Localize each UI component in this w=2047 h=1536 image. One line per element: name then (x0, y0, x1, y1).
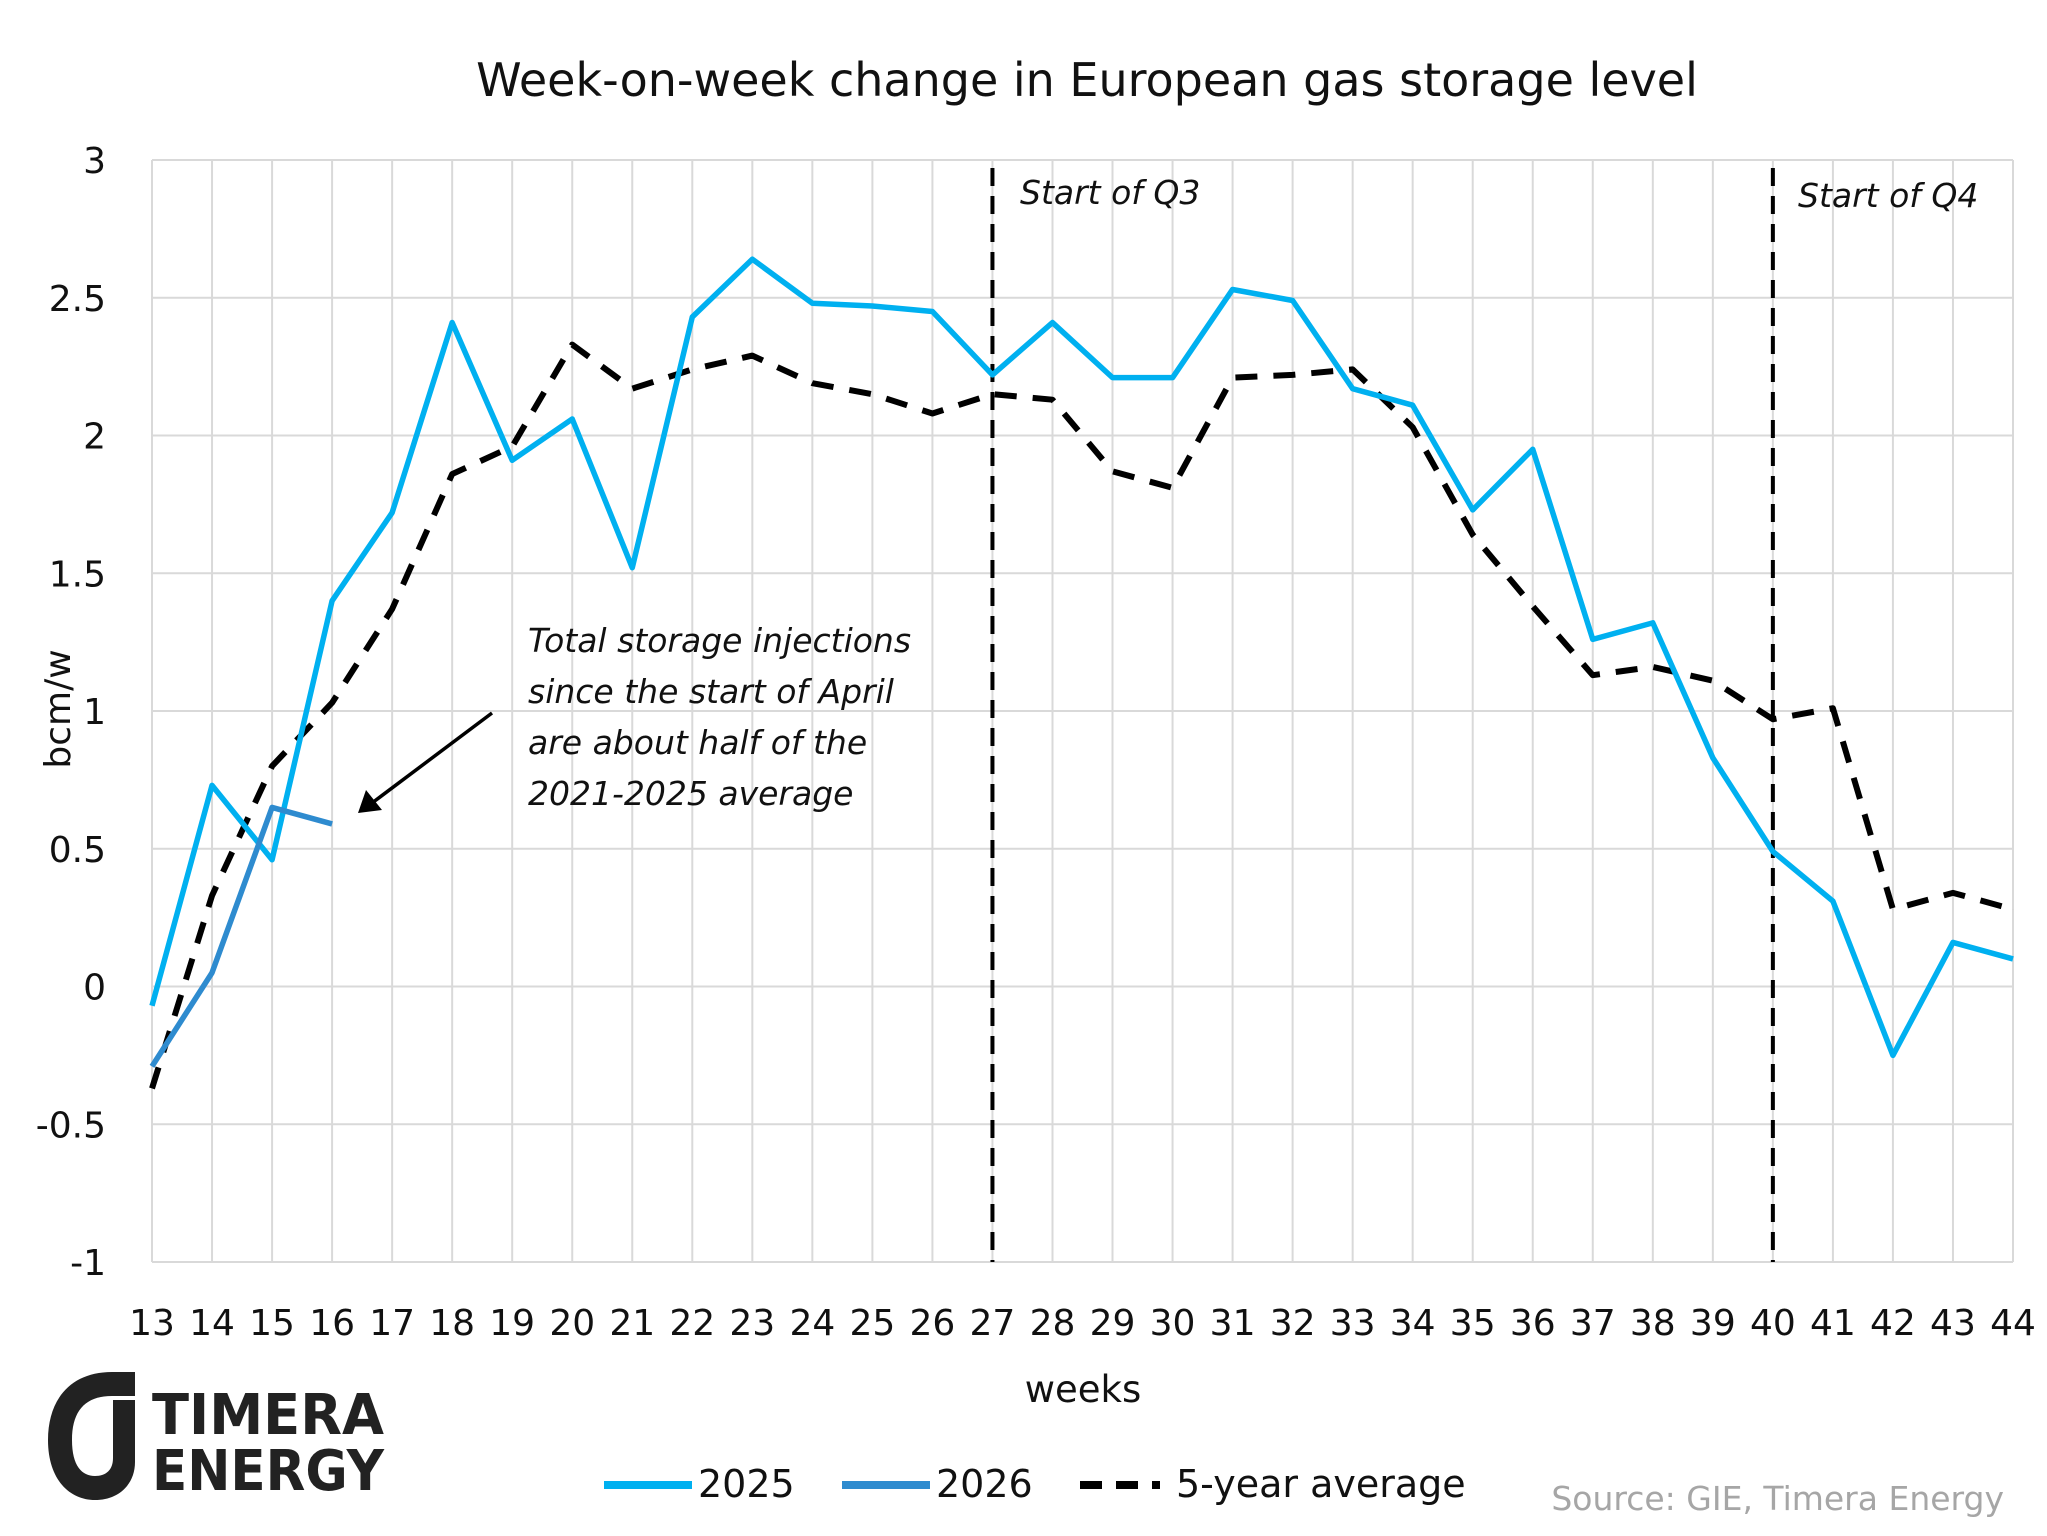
series-lines (149, 256, 2014, 1090)
logo-line1: TIMERA (152, 1383, 385, 1448)
x-tick-label: 43 (1930, 1303, 1976, 1344)
x-tick-label: 15 (249, 1303, 295, 1344)
x-tick-label: 20 (549, 1303, 595, 1344)
y-tick-label: 3 (83, 141, 106, 182)
chart-title: Week-on-week change in European gas stor… (476, 53, 1698, 107)
y-tick-label: 0.5 (49, 830, 106, 871)
x-tick-label: 16 (309, 1303, 355, 1344)
q3-label: Start of Q3 (1020, 173, 1200, 212)
series-line-2026 (149, 804, 333, 1068)
note-line: since the start of April (528, 672, 894, 711)
series-line-2025 (149, 256, 2014, 1059)
legend-label-5yr: 5-year average (1176, 1462, 1466, 1506)
series-line-5-year-average (149, 341, 2014, 1090)
x-tick-label: 26 (910, 1303, 956, 1344)
x-tick-label: 29 (1090, 1303, 1136, 1344)
x-tick-label: 18 (429, 1303, 475, 1344)
x-tick-label: 31 (1210, 1303, 1256, 1344)
x-tick-label: 19 (489, 1303, 535, 1344)
y-tick-label: 2 (83, 417, 106, 458)
y-axis-ticks: 3 2.5 2 1.5 1 0.5 0 -0.5 -1 (36, 141, 106, 1284)
x-tick-label: 33 (1330, 1303, 1376, 1344)
legend: 2025 2026 5-year average (604, 1462, 1466, 1506)
q4-label: Start of Q4 (1798, 176, 1978, 215)
x-tick-label: 41 (1810, 1303, 1856, 1344)
note-line: are about half of the (528, 723, 867, 762)
note-line: 2021-2025 average (528, 774, 853, 813)
x-tick-label: 21 (609, 1303, 655, 1344)
grid (151, 159, 2014, 1263)
timera-logo: TIMERA ENERGY (48, 1372, 385, 1504)
x-tick-label: 22 (669, 1303, 715, 1344)
x-tick-label: 30 (1150, 1303, 1196, 1344)
y-tick-label: -1 (70, 1243, 106, 1284)
logo-mark-icon (48, 1372, 135, 1500)
arrow-head-icon (358, 790, 382, 813)
x-tick-label: 13 (129, 1303, 175, 1344)
x-axis-label: weeks (1025, 1368, 1142, 1411)
y-tick-label: 0 (83, 968, 106, 1009)
x-tick-label: 32 (1270, 1303, 1316, 1344)
x-tick-label: 23 (729, 1303, 775, 1344)
x-tick-label: 37 (1570, 1303, 1616, 1344)
y-axis-label: bcm/w (38, 649, 79, 768)
x-tick-label: 39 (1690, 1303, 1736, 1344)
x-axis-ticks: 13 14 15 16 17 18 19 20 21 22 23 24 25 26 27 28 29 30 31 32… (129, 1303, 2036, 1344)
legend-label-2026: 2026 (936, 1462, 1033, 1506)
x-tick-label: 40 (1750, 1303, 1796, 1344)
x-tick-label: 27 (970, 1303, 1016, 1344)
x-tick-label: 25 (849, 1303, 895, 1344)
x-tick-label: 36 (1510, 1303, 1556, 1344)
x-tick-label: 42 (1870, 1303, 1916, 1344)
x-tick-label: 24 (789, 1303, 835, 1344)
y-tick-label: 1.5 (49, 554, 106, 595)
x-tick-label: 28 (1030, 1303, 1076, 1344)
y-tick-label: 2.5 (49, 279, 106, 320)
source-note: Source: GIE, Timera Energy (1551, 1479, 2004, 1518)
note-line: Total storage injections (528, 621, 911, 660)
x-tick-label: 17 (369, 1303, 415, 1344)
logo-line2: ENERGY (152, 1439, 385, 1504)
legend-label-2025: 2025 (698, 1462, 795, 1506)
y-tick-label: -0.5 (36, 1105, 106, 1146)
x-tick-label: 35 (1450, 1303, 1496, 1344)
note-annotation: Total storage injections since the start… (358, 621, 911, 813)
note-arrow (370, 711, 494, 805)
quarter-markers (990, 168, 1775, 1262)
x-tick-label: 14 (189, 1303, 235, 1344)
y-tick-label: 1 (83, 692, 106, 733)
x-tick-label: 38 (1630, 1303, 1676, 1344)
x-tick-label: 34 (1390, 1303, 1436, 1344)
x-tick-label: 44 (1990, 1303, 2036, 1344)
